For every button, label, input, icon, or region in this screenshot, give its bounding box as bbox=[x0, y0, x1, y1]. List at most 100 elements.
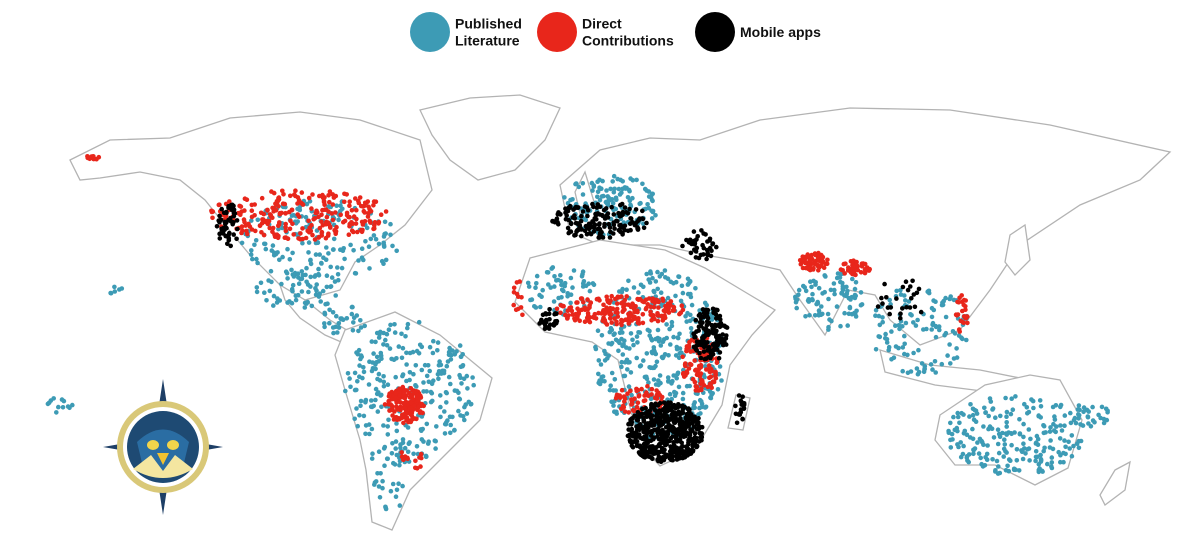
point bbox=[634, 177, 639, 183]
point bbox=[702, 405, 708, 410]
point bbox=[552, 284, 557, 289]
land bbox=[69, 94, 1172, 531]
point bbox=[884, 337, 890, 342]
point bbox=[717, 364, 723, 369]
point bbox=[275, 296, 280, 301]
point bbox=[369, 426, 375, 432]
point bbox=[991, 435, 997, 440]
point bbox=[392, 397, 398, 402]
point bbox=[1010, 407, 1016, 413]
point bbox=[652, 316, 657, 322]
point bbox=[883, 331, 888, 337]
point bbox=[354, 313, 360, 318]
point bbox=[599, 333, 605, 338]
point bbox=[309, 206, 314, 211]
point bbox=[276, 195, 282, 200]
point bbox=[794, 297, 800, 303]
point bbox=[383, 257, 389, 263]
point bbox=[1026, 427, 1032, 432]
point bbox=[702, 374, 707, 380]
point bbox=[300, 272, 306, 278]
point bbox=[85, 155, 90, 161]
point bbox=[369, 339, 375, 344]
point bbox=[684, 369, 690, 374]
point bbox=[1049, 465, 1055, 471]
point bbox=[588, 300, 593, 305]
legend-swatch bbox=[695, 12, 735, 52]
point bbox=[655, 311, 660, 316]
point bbox=[645, 409, 650, 415]
point bbox=[928, 362, 934, 367]
point bbox=[568, 275, 574, 281]
point bbox=[597, 233, 602, 238]
point bbox=[407, 440, 412, 445]
point bbox=[393, 446, 399, 451]
point bbox=[719, 378, 724, 383]
point bbox=[543, 311, 548, 316]
point bbox=[119, 286, 125, 291]
point bbox=[1004, 409, 1010, 415]
point bbox=[658, 290, 664, 296]
point bbox=[279, 281, 284, 287]
point bbox=[259, 195, 265, 201]
point bbox=[554, 306, 560, 312]
point bbox=[980, 464, 986, 469]
point bbox=[849, 294, 854, 300]
point bbox=[403, 334, 408, 339]
point bbox=[310, 232, 315, 238]
point bbox=[388, 322, 393, 328]
point bbox=[565, 314, 570, 320]
point bbox=[958, 440, 963, 445]
point bbox=[327, 224, 333, 229]
point bbox=[265, 208, 270, 213]
point bbox=[720, 332, 725, 337]
point bbox=[990, 457, 995, 462]
point bbox=[699, 431, 704, 436]
point bbox=[430, 350, 436, 356]
point bbox=[640, 312, 646, 317]
point bbox=[354, 406, 359, 411]
point bbox=[330, 202, 336, 207]
point bbox=[1025, 447, 1030, 452]
point bbox=[893, 323, 898, 329]
point bbox=[1069, 433, 1075, 438]
point bbox=[369, 398, 374, 403]
point bbox=[281, 192, 286, 197]
point bbox=[922, 366, 927, 372]
point bbox=[320, 195, 326, 200]
point bbox=[1029, 397, 1034, 402]
point bbox=[625, 211, 631, 216]
point bbox=[942, 332, 947, 338]
point bbox=[997, 470, 1003, 476]
point bbox=[694, 422, 700, 427]
point bbox=[708, 253, 714, 259]
point bbox=[457, 396, 463, 402]
point bbox=[299, 289, 305, 294]
point bbox=[414, 444, 420, 449]
point bbox=[1067, 446, 1072, 451]
point bbox=[306, 218, 311, 224]
point bbox=[364, 225, 370, 231]
point bbox=[326, 231, 331, 236]
point bbox=[289, 300, 295, 306]
point bbox=[421, 439, 426, 444]
point bbox=[351, 248, 356, 253]
point bbox=[1001, 454, 1006, 459]
point bbox=[845, 323, 850, 328]
point bbox=[1105, 410, 1110, 415]
point bbox=[452, 427, 457, 433]
point bbox=[241, 217, 247, 222]
point bbox=[336, 321, 342, 326]
legend-label: Literature bbox=[455, 33, 520, 49]
point bbox=[429, 390, 435, 396]
point bbox=[620, 232, 625, 237]
point bbox=[811, 278, 816, 284]
point bbox=[351, 320, 356, 325]
point bbox=[652, 420, 657, 426]
point bbox=[448, 357, 454, 362]
point bbox=[916, 286, 922, 292]
point bbox=[324, 245, 329, 250]
point bbox=[634, 334, 640, 339]
point bbox=[464, 373, 470, 379]
point bbox=[956, 444, 961, 450]
